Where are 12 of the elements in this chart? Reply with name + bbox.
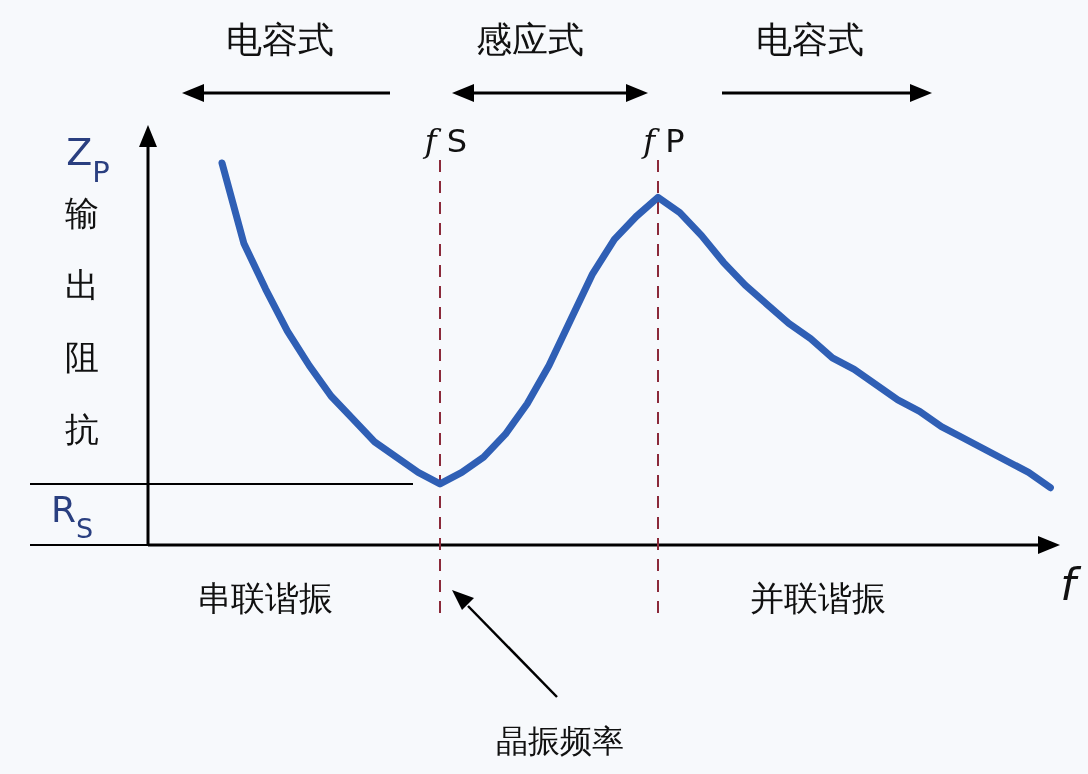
text: f P <box>641 122 685 160</box>
text: 输出阻抗 <box>65 193 99 449</box>
text: 串联谐振 <box>197 578 333 618</box>
text: 电容式 <box>756 19 864 60</box>
y-axis-title: Z$_{P}$ <box>66 130 110 189</box>
text: 并联谐振 <box>750 578 886 618</box>
x-axis-title: f <box>1060 559 1083 610</box>
ref-line-label: R$_{S}$ <box>50 489 94 544</box>
text: 感应式 <box>476 19 584 60</box>
text: f S <box>422 122 468 160</box>
text: 晶振频率 <box>496 722 624 760</box>
text: 电容式 <box>226 19 334 60</box>
